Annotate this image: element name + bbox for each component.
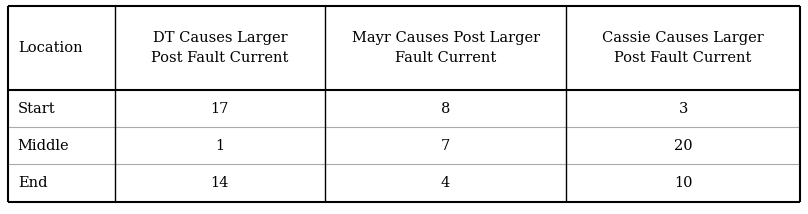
Text: 14: 14 [211, 176, 229, 190]
Text: Mayr Causes Post Larger
Fault Current: Mayr Causes Post Larger Fault Current [351, 31, 540, 65]
Text: 17: 17 [211, 101, 229, 116]
Text: 7: 7 [441, 139, 450, 153]
Text: Cassie Causes Larger
Post Fault Current: Cassie Causes Larger Post Fault Current [602, 31, 764, 65]
Text: 10: 10 [674, 176, 692, 190]
Text: 1: 1 [216, 139, 225, 153]
Text: Middle: Middle [18, 139, 69, 153]
Text: 20: 20 [674, 139, 692, 153]
Text: Location: Location [18, 41, 82, 55]
Text: 3: 3 [679, 101, 688, 116]
Text: 4: 4 [441, 176, 450, 190]
Text: DT Causes Larger
Post Fault Current: DT Causes Larger Post Fault Current [151, 31, 288, 65]
Text: Start: Start [18, 101, 56, 116]
Text: 8: 8 [441, 101, 450, 116]
Text: End: End [18, 176, 48, 190]
